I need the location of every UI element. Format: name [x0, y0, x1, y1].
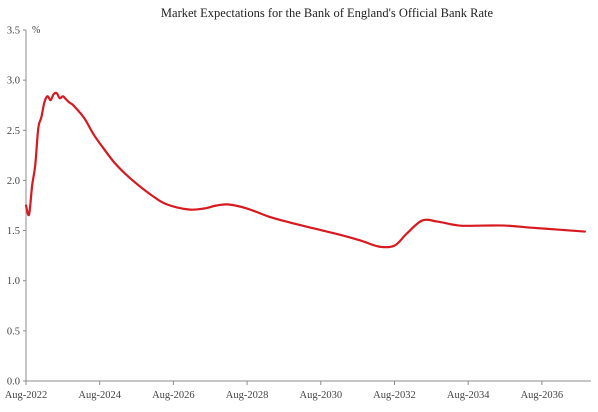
x-tick-label: Aug-2022: [5, 390, 48, 401]
x-tick-label: Aug-2024: [78, 390, 121, 401]
y-tick-label: 1.0: [7, 276, 20, 287]
chart-title: Market Expectations for the Bank of Engl…: [161, 6, 494, 20]
y-ticks: 0.0 0.5 1.0 1.5 2.0 2.5 3.0 3.5: [7, 26, 26, 388]
y-tick-label: 3.5: [7, 26, 20, 37]
y-tick-label: 2.0: [7, 176, 20, 187]
x-ticks: Aug-2022 Aug-2024 Aug-2026 Aug-2028 Aug-2030…: [5, 381, 563, 401]
x-tick-label: Aug-2036: [521, 390, 564, 401]
x-tick-label: Aug-2028: [226, 390, 269, 401]
y-axis-unit: %: [32, 25, 40, 36]
series-line: [24, 91, 586, 249]
y-tick-label: 0.5: [7, 326, 20, 337]
x-tick-label: Aug-2032: [373, 390, 416, 401]
x-tick-label: Aug-2026: [152, 390, 195, 401]
series-group: [24, 91, 586, 249]
y-tick-label: 1.5: [7, 226, 20, 237]
y-tick-label: 0.0: [7, 377, 20, 388]
y-tick-label: 2.5: [7, 126, 20, 137]
x-tick-label: Aug-2034: [447, 390, 490, 401]
x-tick-label: Aug-2030: [299, 390, 342, 401]
y-tick-label: 3.0: [7, 76, 20, 87]
